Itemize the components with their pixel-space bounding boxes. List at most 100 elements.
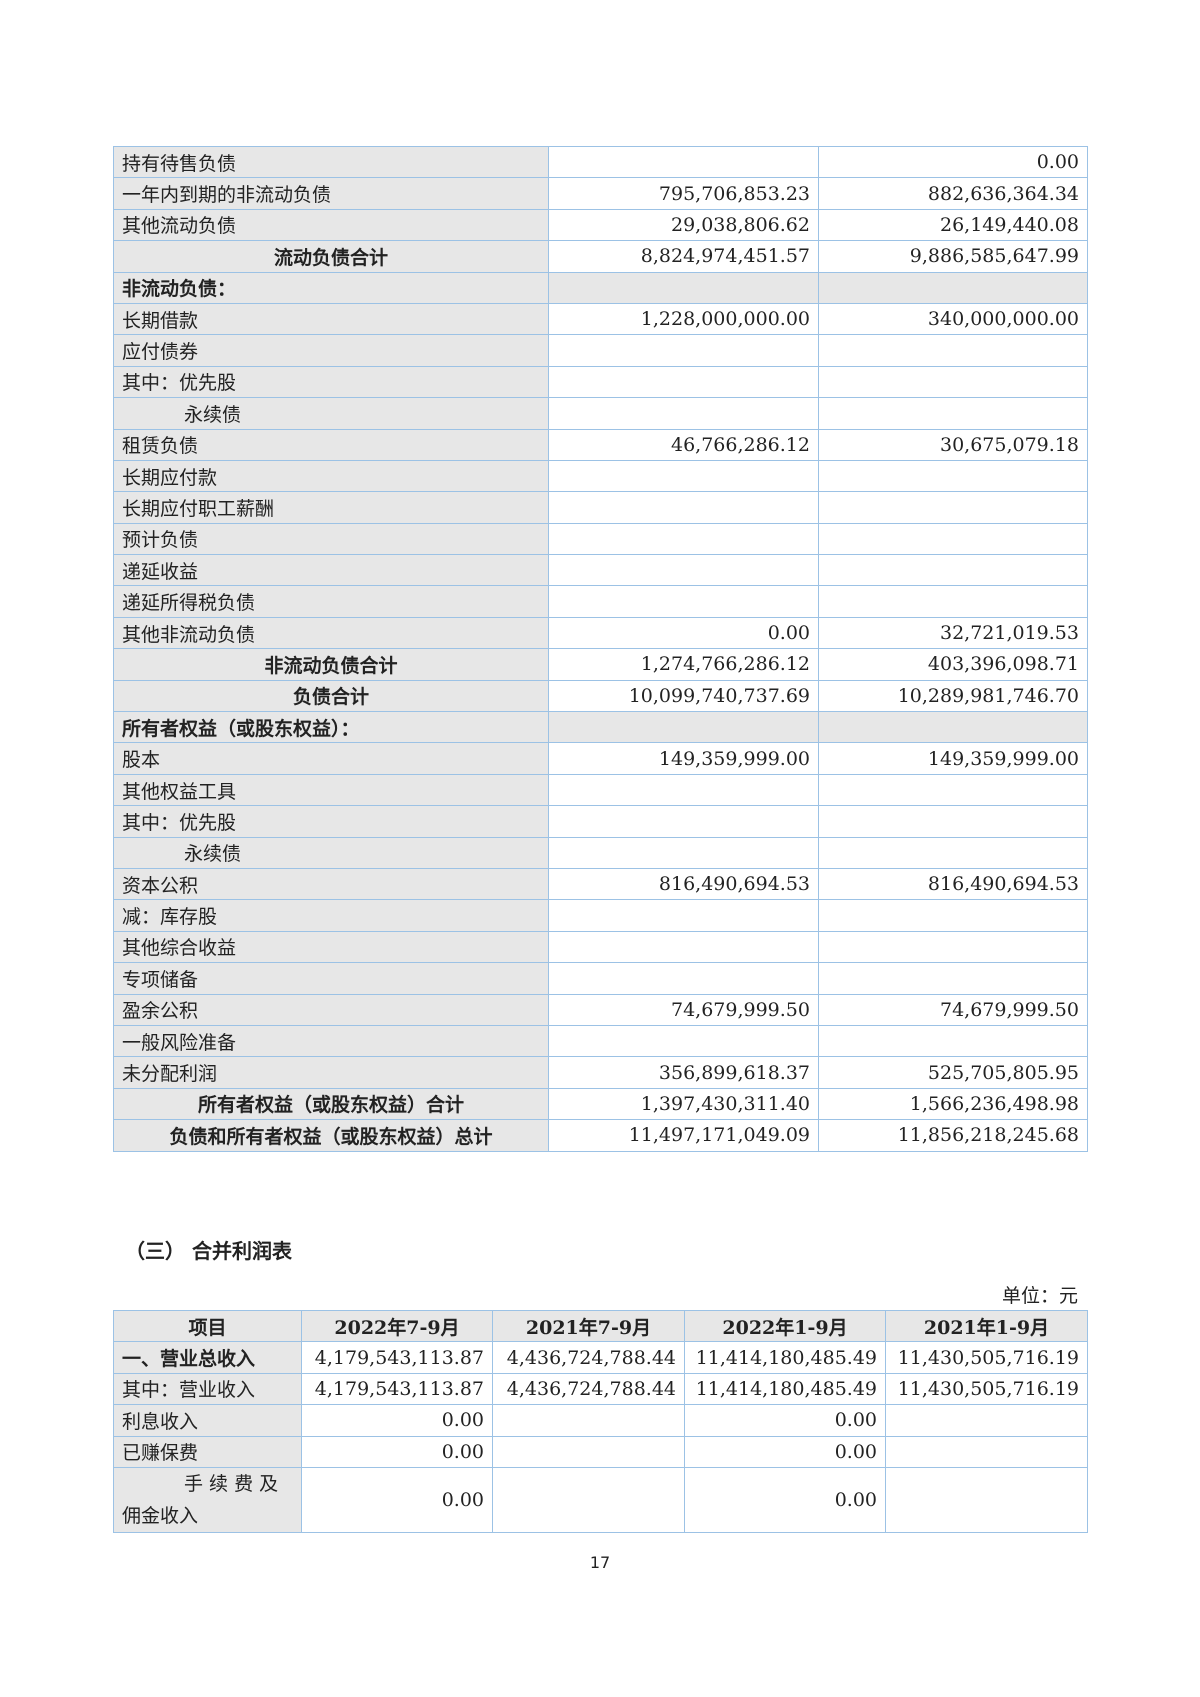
current-period-value: 1,228,000,000.00 xyxy=(548,302,819,336)
row-label: 递延所得税负债 xyxy=(113,585,549,618)
period-value xyxy=(492,1435,685,1468)
current-period-value: 149,359,999.00 xyxy=(548,742,819,775)
current-period-value: 795,706,853.23 xyxy=(548,177,819,210)
row-label: 应付债券 xyxy=(113,334,549,367)
period-value: 4,179,543,113.87 xyxy=(301,1341,493,1374)
row-label: 其他流动负债 xyxy=(113,208,549,242)
prior-period-value: 0.00 xyxy=(818,145,1088,179)
current-period-value: 74,679,999.50 xyxy=(548,993,819,1026)
prior-period-value xyxy=(818,365,1088,399)
row-label: 一、营业总收入 xyxy=(113,1341,302,1374)
current-period-value: 29,038,806.62 xyxy=(548,208,819,242)
column-header: 2022年1-9月 xyxy=(684,1309,886,1343)
row-label: 递延收益 xyxy=(113,554,549,587)
table-row: 持有待售负债 0.00 xyxy=(113,145,1088,179)
prior-period-value xyxy=(818,1024,1088,1058)
table-row: 负债和所有者权益（或股东权益）总计 11,497,171,049.09 11,856… xyxy=(113,1119,1088,1152)
period-value: 0.00 xyxy=(684,1435,886,1468)
prior-period-value: 403,396,098.71 xyxy=(818,648,1088,681)
table-row: 股本 149,359,999.00 149,359,999.00 xyxy=(113,742,1088,775)
table-row: 所有者权益（或股东权益）合计 1,397,430,311.40 1,566,236,… xyxy=(113,1087,1088,1121)
current-period-value xyxy=(548,522,819,556)
table-row: 长期应付款 xyxy=(113,459,1088,493)
current-period-value xyxy=(548,334,819,367)
prior-period-value: 32,721,019.53 xyxy=(818,616,1088,650)
row-label: 永续债 xyxy=(113,836,549,869)
row-label: 预计负债 xyxy=(113,522,549,556)
row-label: 其中：优先股 xyxy=(113,805,549,838)
prior-period-value xyxy=(818,805,1088,838)
table-row: 其中：营业收入 4,179,543,113.87 4,436,724,788.44 1… xyxy=(113,1372,1088,1406)
table-row: 资本公积 816,490,694.53 816,490,694.53 xyxy=(113,867,1088,901)
row-label: 所有者权益（或股东权益）： xyxy=(113,711,549,744)
table-row: 手 续 费 及 佣金收入 0.00 0.00 xyxy=(113,1466,1088,1533)
current-period-value xyxy=(548,1024,819,1058)
prior-period-value xyxy=(818,899,1088,932)
row-label: 非流动负债合计 xyxy=(113,648,549,681)
table-row: 递延收益 xyxy=(113,554,1088,587)
prior-period-value xyxy=(818,836,1088,869)
period-value: 4,436,724,788.44 xyxy=(492,1372,685,1406)
prior-period-value xyxy=(818,554,1088,587)
row-label: 长期应付职工薪酬 xyxy=(113,491,549,524)
row-label: 永续债 xyxy=(113,397,549,430)
row-label: 非流动负债： xyxy=(113,271,549,304)
row-label: 租赁负债 xyxy=(113,428,549,461)
table-row: 其他权益工具 xyxy=(113,773,1088,807)
prior-period-value: 10,289,981,746.70 xyxy=(818,679,1088,713)
prior-period-value: 9,886,585,647.99 xyxy=(818,240,1088,273)
table-row: 应付债券 xyxy=(113,334,1088,367)
row-label: 其他权益工具 xyxy=(113,773,549,807)
current-period-value: 10,099,740,737.69 xyxy=(548,679,819,713)
current-period-value xyxy=(548,711,819,744)
prior-period-value: 26,149,440.08 xyxy=(818,208,1088,242)
row-label: 其他非流动负债 xyxy=(113,616,549,650)
table-row: 递延所得税负债 xyxy=(113,585,1088,618)
period-value: 0.00 xyxy=(301,1435,493,1468)
prior-period-value: 149,359,999.00 xyxy=(818,742,1088,775)
row-label: 未分配利润 xyxy=(113,1056,549,1089)
row-label: 已赚保费 xyxy=(113,1435,302,1468)
table-row: 永续债 xyxy=(113,836,1088,869)
table-row: 流动负债合计 8,824,974,451.57 9,886,585,647.99 xyxy=(113,240,1088,273)
prior-period-value xyxy=(818,334,1088,367)
column-header: 项目 xyxy=(113,1309,302,1343)
period-value: 11,414,180,485.49 xyxy=(684,1341,886,1374)
page-number: 17 xyxy=(589,1553,611,1572)
row-label: 一年内到期的非流动负债 xyxy=(113,177,549,210)
prior-period-value xyxy=(818,773,1088,807)
table-row: 非流动负债： xyxy=(113,271,1088,304)
table-row: 盈余公积 74,679,999.50 74,679,999.50 xyxy=(113,993,1088,1026)
current-period-value xyxy=(548,962,819,995)
table-row: 负债合计 10,099,740,737.69 10,289,981,746.70 xyxy=(113,679,1088,713)
current-period-value xyxy=(548,145,819,179)
row-label: 持有待售负债 xyxy=(113,145,549,179)
table-row: 非流动负债合计 1,274,766,286.12 403,396,098.71 xyxy=(113,648,1088,681)
current-period-value: 1,397,430,311.40 xyxy=(548,1087,819,1121)
current-period-value xyxy=(548,491,819,524)
section-title: （三） 合并利润表 xyxy=(125,1239,292,1263)
prior-period-value xyxy=(818,962,1088,995)
column-header: 2021年7-9月 xyxy=(492,1309,685,1343)
current-period-value xyxy=(548,899,819,932)
prior-period-value: 340,000,000.00 xyxy=(818,302,1088,336)
current-period-value: 1,274,766,286.12 xyxy=(548,648,819,681)
row-label: 减：库存股 xyxy=(113,899,549,932)
prior-period-value: 525,705,805.95 xyxy=(818,1056,1088,1089)
row-label: 长期借款 xyxy=(113,302,549,336)
period-value xyxy=(885,1435,1088,1468)
prior-period-value: 74,679,999.50 xyxy=(818,993,1088,1026)
header-row: 项目 2022年7-9月 2021年7-9月 2022年1-9月 2021年1-… xyxy=(113,1309,1088,1343)
unit-label: 单位：元 xyxy=(1001,1285,1078,1307)
period-value xyxy=(492,1404,685,1437)
table-row: 其中：优先股 xyxy=(113,365,1088,399)
row-label: 一般风险准备 xyxy=(113,1024,549,1058)
current-period-value xyxy=(548,930,819,964)
prior-period-value xyxy=(818,397,1088,430)
table-row: 一、营业总收入 4,179,543,113.87 4,436,724,788.44 1… xyxy=(113,1341,1088,1374)
table-row: 长期借款 1,228,000,000.00 340,000,000.00 xyxy=(113,302,1088,336)
row-label: 流动负债合计 xyxy=(113,240,549,273)
period-value xyxy=(885,1404,1088,1437)
row-label: 负债合计 xyxy=(113,679,549,713)
table-row: 所有者权益（或股东权益）： xyxy=(113,711,1088,744)
